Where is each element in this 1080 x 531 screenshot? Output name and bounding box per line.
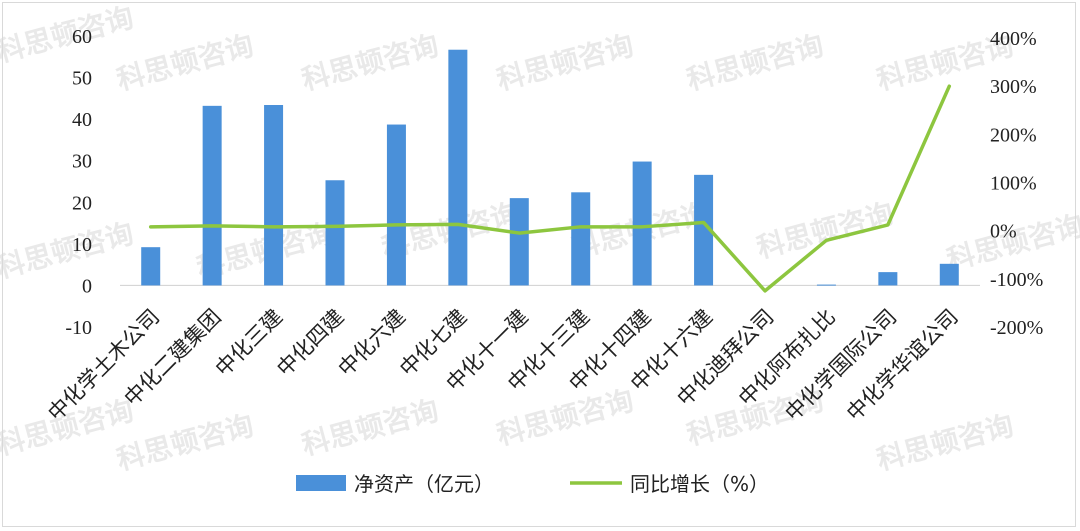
bar-net-assets [325, 180, 345, 286]
watermark-text: 科思顿咨询 [493, 384, 637, 452]
bar-net-assets [816, 284, 836, 286]
watermark-text: 科思顿咨询 [493, 29, 637, 97]
bar-net-assets [386, 124, 406, 286]
y-right-tick-label: -200% [990, 317, 1043, 339]
y-left-tick-label: 60 [72, 26, 92, 48]
y-right-tick-label: 200% [990, 124, 1037, 146]
watermark-text: 科思顿咨询 [113, 29, 257, 97]
bar-net-assets [264, 105, 284, 286]
bar-net-assets [509, 198, 529, 286]
watermark-text: 科思顿咨询 [873, 409, 1017, 477]
bar-net-assets [571, 192, 591, 286]
watermark-text: 科思顿咨询 [298, 29, 442, 97]
y-left-tick-label: 10 [72, 234, 92, 256]
legend-swatch-bar [296, 475, 346, 491]
y-left-tick-label: 50 [72, 68, 92, 90]
bar-net-assets [632, 161, 652, 286]
bar-net-assets [939, 263, 959, 286]
x-category-label: 中化学华谊公司 [842, 305, 963, 426]
watermark-text: 科思顿咨询 [0, 1, 137, 69]
x-category-label: 中化三建 [211, 305, 287, 381]
bar-net-assets [448, 49, 468, 286]
y-right-tick-label: 300% [990, 76, 1037, 98]
x-category-label: 中化六建 [334, 305, 410, 381]
watermark-text: 科思顿咨询 [298, 394, 442, 462]
line-yoy-growth [148, 84, 952, 293]
y-left-tick-label: 30 [72, 151, 92, 173]
y-right-tick-label: 400% [990, 28, 1037, 50]
y-left-tick-label: 0 [82, 275, 92, 297]
y-right-tick-label: 0% [990, 221, 1017, 243]
legend-label-bar: 净资产（亿元） [354, 472, 494, 496]
bar-net-assets [878, 272, 898, 286]
watermark-text: 科思顿咨询 [753, 197, 897, 265]
x-category-label: 中化四建 [272, 305, 348, 381]
watermark-text: 科思顿咨询 [683, 29, 827, 97]
y-left-tick-label: 40 [72, 109, 92, 131]
watermark-text: 科思顿咨询 [943, 209, 1080, 277]
y-right-tick-label: -100% [990, 269, 1043, 291]
legend-label-line: 同比增长（%） [630, 472, 769, 496]
bar-net-assets [694, 174, 714, 286]
bar-net-assets [202, 105, 222, 286]
bar-net-assets [141, 247, 161, 286]
watermark-text: 科思顿咨询 [0, 217, 137, 285]
y-right-tick-label: 100% [990, 173, 1037, 195]
y-left-tick-label: -10 [65, 317, 92, 339]
x-category-label: 中化学国际公司 [780, 305, 901, 426]
y-left-tick-label: 20 [72, 192, 92, 214]
